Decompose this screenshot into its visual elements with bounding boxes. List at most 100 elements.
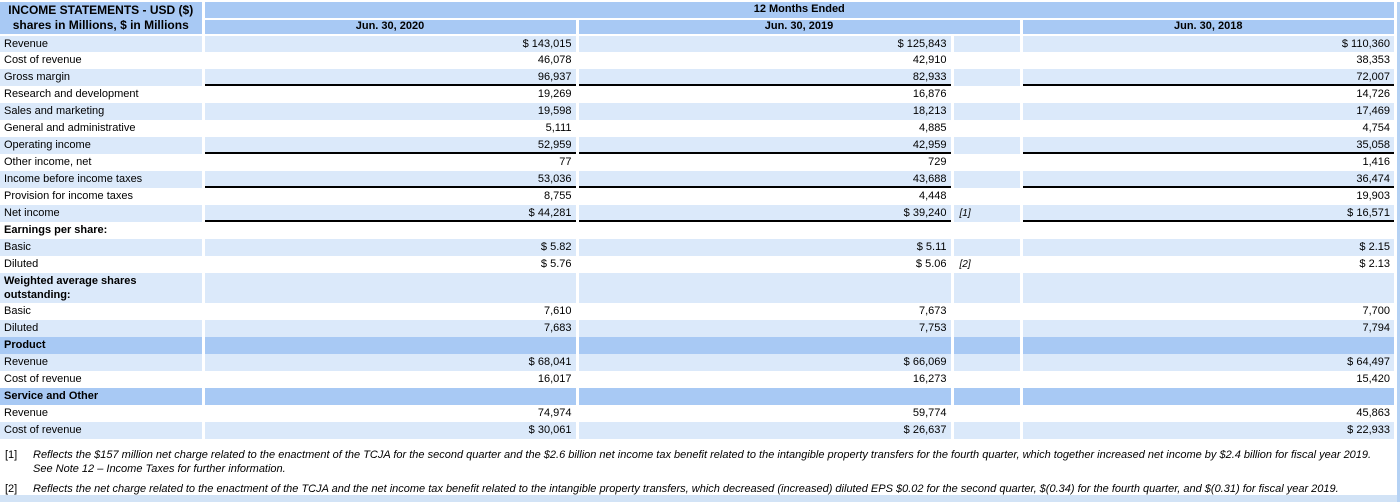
value-2018: $ 64,497 (1019, 354, 1394, 371)
footnote-1-line2: See Note 12 – Income Taxes for further i… (33, 463, 286, 475)
footnote-ref (950, 405, 1021, 422)
value-2020: 19,269 (201, 86, 577, 103)
footnote-ref (950, 320, 1021, 337)
footnote-2-marker: [2] (5, 483, 18, 495)
table-row: Cost of revenue 46,078 42,910 38,353 (0, 52, 1394, 69)
footnote-ref (950, 239, 1021, 256)
value-2018: 4,754 (1019, 120, 1394, 137)
value-2020: 77 (201, 154, 577, 171)
value-2019: $ 125,843 (575, 35, 952, 52)
value-2020 (201, 273, 577, 303)
value-2019: $ 5.11 (575, 239, 952, 256)
value-2018 (1019, 222, 1394, 239)
value-2019: $ 5.06 (575, 256, 952, 273)
statement-title: INCOME STATEMENTS - USD ($) shares in Mi… (0, 2, 203, 36)
section-label: Weighted average shares outstanding: (0, 273, 203, 303)
footnote-1: [1] Reflects the $157 million net charge… (0, 448, 1394, 476)
statement-title-line1: INCOME STATEMENTS - USD ($) (8, 3, 194, 17)
footnote-ref (950, 222, 1021, 239)
footnote-ref (950, 371, 1021, 388)
value-2018: 15,420 (1019, 371, 1394, 388)
value-2019: 82,933 (575, 69, 952, 86)
value-2020: $ 5.82 (201, 239, 577, 256)
footnote-ref: [1] (950, 205, 1021, 222)
footnote-ref (950, 422, 1021, 439)
row-label: Gross margin (0, 69, 203, 86)
table-row: Basic $ 5.82 $ 5.11 $ 2.15 (0, 239, 1394, 256)
value-2019: 7,673 (575, 303, 952, 320)
footnote-ref: [2] (950, 256, 1021, 273)
footnote-ref (950, 337, 1021, 354)
value-2018 (1019, 337, 1394, 354)
table-row: Provision for income taxes 8,755 4,448 19,9… (0, 188, 1394, 205)
row-label: Net income (0, 205, 203, 222)
header-row-period: INCOME STATEMENTS - USD ($) shares in Mi… (0, 2, 1394, 36)
column-header-2019: Jun. 30, 2019 (575, 18, 1021, 36)
row-label: Income before income taxes (0, 171, 203, 188)
table-row: Earnings per share: (0, 222, 1394, 239)
section-label: Earnings per share: (0, 222, 203, 239)
row-label: Operating income (0, 137, 203, 154)
footnote-ref (950, 303, 1021, 320)
footnote-ref (950, 86, 1021, 103)
table-row: Sales and marketing 19,598 18,213 17,469 (0, 103, 1394, 120)
footnote-2: [2] Reflects the net charge related to t… (0, 482, 1394, 496)
value-2020: 5,111 (201, 120, 577, 137)
value-2018: $ 22,933 (1019, 422, 1394, 439)
row-label: Basic (0, 303, 203, 320)
value-2020: 96,937 (201, 69, 577, 86)
value-2018: 7,794 (1019, 320, 1394, 337)
value-2019: 729 (575, 154, 952, 171)
value-2019: 43,688 (575, 171, 952, 188)
row-label: Sales and marketing (0, 103, 203, 120)
value-2018: $ 16,571 (1019, 205, 1394, 222)
table-row: Research and development 19,269 16,876 14,7… (0, 86, 1394, 103)
value-2019: 42,910 (575, 52, 952, 69)
value-2020: $ 44,281 (201, 205, 577, 222)
row-label: Diluted (0, 320, 203, 337)
value-2018: 17,469 (1019, 103, 1394, 120)
value-2019: $ 26,637 (575, 422, 952, 439)
right-edge-strip (1397, 2, 1400, 502)
statement-title-line2: shares in Millions, $ in Millions (12, 18, 189, 32)
value-2019: 18,213 (575, 103, 952, 120)
section-label: Product (0, 337, 203, 354)
footnote-ref (950, 171, 1021, 188)
table-row: Operating income 52,959 42,959 35,058 (0, 137, 1394, 154)
row-label: Revenue (0, 35, 203, 52)
table-row: Revenue $ 143,015 $ 125,843 $ 110,360 (0, 35, 1394, 52)
value-2019 (575, 337, 952, 354)
table-row: Revenue 74,974 59,774 45,863 (0, 405, 1394, 422)
value-2020: $ 5.76 (201, 256, 577, 273)
table-row: Product (0, 337, 1394, 354)
footnote-ref (950, 154, 1021, 171)
value-2018: 36,474 (1019, 171, 1394, 188)
footnote-ref (950, 137, 1021, 154)
footnote-2-line1: Reflects the net charge related to the e… (33, 483, 1339, 495)
row-label: Cost of revenue (0, 422, 203, 439)
footnote-ref (950, 188, 1021, 205)
value-2019: 7,753 (575, 320, 952, 337)
value-2019: 16,876 (575, 86, 952, 103)
footnotes-section: [1] Reflects the $157 million net charge… (0, 448, 1394, 496)
row-label: Revenue (0, 405, 203, 422)
table-row: Service and Other (0, 388, 1394, 405)
value-2018 (1019, 388, 1394, 405)
value-2018: 45,863 (1019, 405, 1394, 422)
value-2018: 38,353 (1019, 52, 1394, 69)
value-2020 (201, 222, 577, 239)
value-2020: 53,036 (201, 171, 577, 188)
row-label: Cost of revenue (0, 52, 203, 69)
column-header-2020: Jun. 30, 2020 (201, 18, 577, 36)
value-2018: 35,058 (1019, 137, 1394, 154)
value-2020: 7,683 (201, 320, 577, 337)
footnote-ref (950, 35, 1021, 52)
column-header-2018: Jun. 30, 2018 (1019, 18, 1394, 36)
row-label: Provision for income taxes (0, 188, 203, 205)
row-label: Research and development (0, 86, 203, 103)
value-2020: 16,017 (201, 371, 577, 388)
value-2019: $ 66,069 (575, 354, 952, 371)
footnote-ref (950, 52, 1021, 69)
value-2020: 7,610 (201, 303, 577, 320)
footnote-ref (950, 69, 1021, 86)
